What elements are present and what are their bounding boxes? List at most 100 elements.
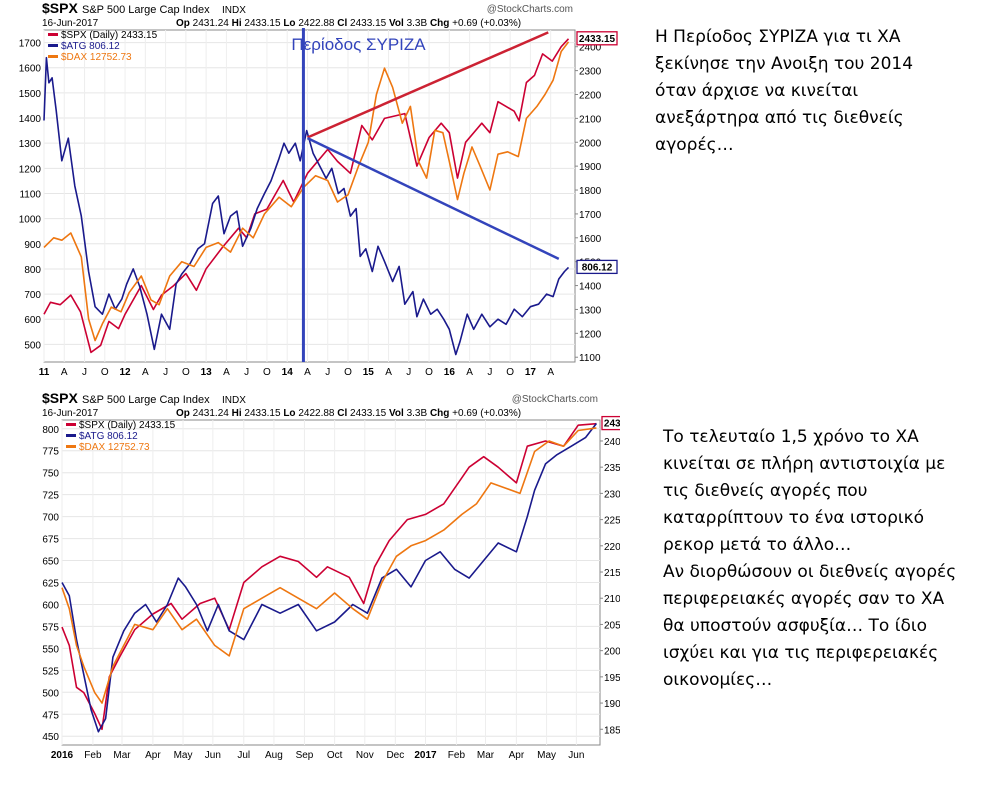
x-tick-label: J xyxy=(325,367,330,378)
right-tick-label: 2300 xyxy=(579,67,602,78)
syriza-period-label: Περίοδος ΣΥΡΙΖΑ xyxy=(291,35,426,54)
x-tick-label: O xyxy=(182,367,190,378)
left-tick-label: 1000 xyxy=(19,215,42,226)
right-tick-label: 2200 xyxy=(604,542,620,553)
legend-entry: $ATG 806.12 xyxy=(79,431,138,442)
ohlc-label: Vol xyxy=(389,18,407,29)
left-tick-label: 675 xyxy=(42,535,59,546)
left-tick-label: 450 xyxy=(42,732,59,743)
left-tick-label: 600 xyxy=(42,600,59,611)
price-label-box xyxy=(576,259,618,275)
left-tick-label: 600 xyxy=(24,315,41,326)
x-tick-label: May xyxy=(174,750,193,761)
chart-exchange: INDX xyxy=(222,395,246,406)
x-tick-label: O xyxy=(506,367,514,378)
bottom-note-line: Αν διορθώσουν οι διεθνείς αγορές xyxy=(663,562,957,582)
chart-title: $SPX xyxy=(42,0,78,16)
price-label: 806.12 xyxy=(582,262,613,273)
left-tick-label: 1200 xyxy=(19,164,42,175)
left-tick-label: 800 xyxy=(42,425,59,436)
bottom-note-line: τις διεθνείς αγορές που xyxy=(663,481,868,501)
legend-swatch xyxy=(66,434,76,437)
x-tick-label: 13 xyxy=(201,367,213,378)
bottom-note: Το τελευταίο 1,5 χρόνο το ΧΑ κινείται σε… xyxy=(663,424,956,694)
bottom-note-line: κινείται σε πλήρη αντιστοιχία με xyxy=(663,454,946,474)
chart-subtitle: S&P 500 Large Cap Index xyxy=(82,394,210,406)
top-note: Η Περίοδος ΣΥΡΙΖΑ για τι ΧΑ ξεκίνησε την… xyxy=(655,24,913,159)
ohlc-label: Hi xyxy=(232,18,245,29)
x-tick-label: 11 xyxy=(39,367,50,378)
right-tick-label: 1800 xyxy=(579,186,602,197)
top-note-line: όταν άρχισε να κινείται xyxy=(655,81,859,101)
left-tick-label: 1700 xyxy=(19,39,42,50)
top-note-line: Η Περίοδος ΣΥΡΙΖΑ για τι ΧΑ xyxy=(655,27,901,47)
left-tick-label: 475 xyxy=(42,710,59,721)
series-line xyxy=(43,38,570,354)
right-tick-label: 2100 xyxy=(604,594,620,605)
ohlc-label: Chg xyxy=(430,408,452,419)
trend-line xyxy=(306,137,560,261)
right-tick-label: 1900 xyxy=(604,699,620,710)
x-tick-label: Sep xyxy=(296,750,314,761)
x-tick-label: A xyxy=(385,367,392,378)
price-label-box xyxy=(576,31,618,46)
legend-entry: $ATG 806.12 xyxy=(61,41,120,52)
left-tick-label: 1600 xyxy=(19,64,42,75)
right-tick-label: 1600 xyxy=(579,234,602,245)
legend-swatch xyxy=(48,55,58,58)
ohlc-label: Chg xyxy=(430,18,452,29)
x-tick-label: A xyxy=(466,367,473,378)
ohlc-value: 2433.15 xyxy=(244,408,283,419)
x-tick-label: Jun xyxy=(205,750,221,761)
chart-subtitle: S&P 500 Large Cap Index xyxy=(82,4,210,16)
bottom-note-line: οικονομίες… xyxy=(663,670,773,690)
x-tick-label: A xyxy=(142,367,149,378)
x-tick-label: J xyxy=(487,367,492,378)
top-note-line: ανεξάρτηρα από τις διεθνείς xyxy=(655,108,904,128)
x-tick-label: J xyxy=(163,367,168,378)
ohlc-value: +0.69 (+0.03%) xyxy=(452,408,521,419)
x-tick-label: Apr xyxy=(145,750,161,761)
ohlc-value: 2422.88 xyxy=(298,408,337,419)
chart-date: 16-Jun-2017 xyxy=(42,18,99,29)
chart-exchange: INDX xyxy=(222,5,246,16)
ohlc-value: 2431.24 xyxy=(193,408,232,419)
left-tick-label: 750 xyxy=(42,469,59,480)
bottom-note-line: ισχύει και για τις περιφερειακές xyxy=(663,643,939,663)
top-note-line: αγορές… xyxy=(655,135,734,155)
ohlc-label: Cl xyxy=(337,18,350,29)
left-tick-label: 575 xyxy=(42,622,59,633)
trend-line xyxy=(306,31,549,139)
right-tick-label: 2000 xyxy=(579,138,602,149)
series-line xyxy=(43,41,570,342)
right-tick-label: 1700 xyxy=(579,210,602,221)
left-tick-label: 500 xyxy=(24,340,41,351)
x-tick-label: Nov xyxy=(356,750,374,761)
left-tick-label: 500 xyxy=(42,688,59,699)
right-tick-label: 1200 xyxy=(579,329,602,340)
legend-swatch xyxy=(48,44,58,47)
x-tick-label: J xyxy=(406,367,411,378)
ohlc-value: 3.3B xyxy=(407,18,430,29)
left-tick-label: 775 xyxy=(42,447,59,458)
left-tick-label: 625 xyxy=(42,579,59,590)
x-tick-label: Mar xyxy=(477,750,495,761)
right-tick-label: 2400 xyxy=(579,43,602,54)
bottom-note-line: ρεκορ μετά το άλλο… xyxy=(663,535,852,555)
bottom-note-line: θα υποστούν ασφυξία… Το ίδιο xyxy=(663,616,927,636)
x-tick-label: 2016 xyxy=(51,750,74,761)
ohlc-label: Vol xyxy=(389,408,407,419)
ohlc-label: Lo xyxy=(283,18,298,29)
left-tick-label: 650 xyxy=(42,557,59,568)
right-tick-label: 2250 xyxy=(604,516,620,527)
series-line xyxy=(61,423,598,733)
legend-entry: $DAX 12752.73 xyxy=(61,52,132,63)
ohlc-value: 2422.88 xyxy=(298,18,337,29)
right-tick-label: 2200 xyxy=(579,90,602,101)
left-tick-label: 900 xyxy=(24,240,41,251)
legend-swatch xyxy=(66,423,76,426)
right-tick-label: 1100 xyxy=(579,353,601,364)
legend-entry: $SPX (Daily) 2433.15 xyxy=(61,30,158,41)
right-tick-label: 1300 xyxy=(579,305,602,316)
legend-entry: $SPX (Daily) 2433.15 xyxy=(79,420,176,431)
